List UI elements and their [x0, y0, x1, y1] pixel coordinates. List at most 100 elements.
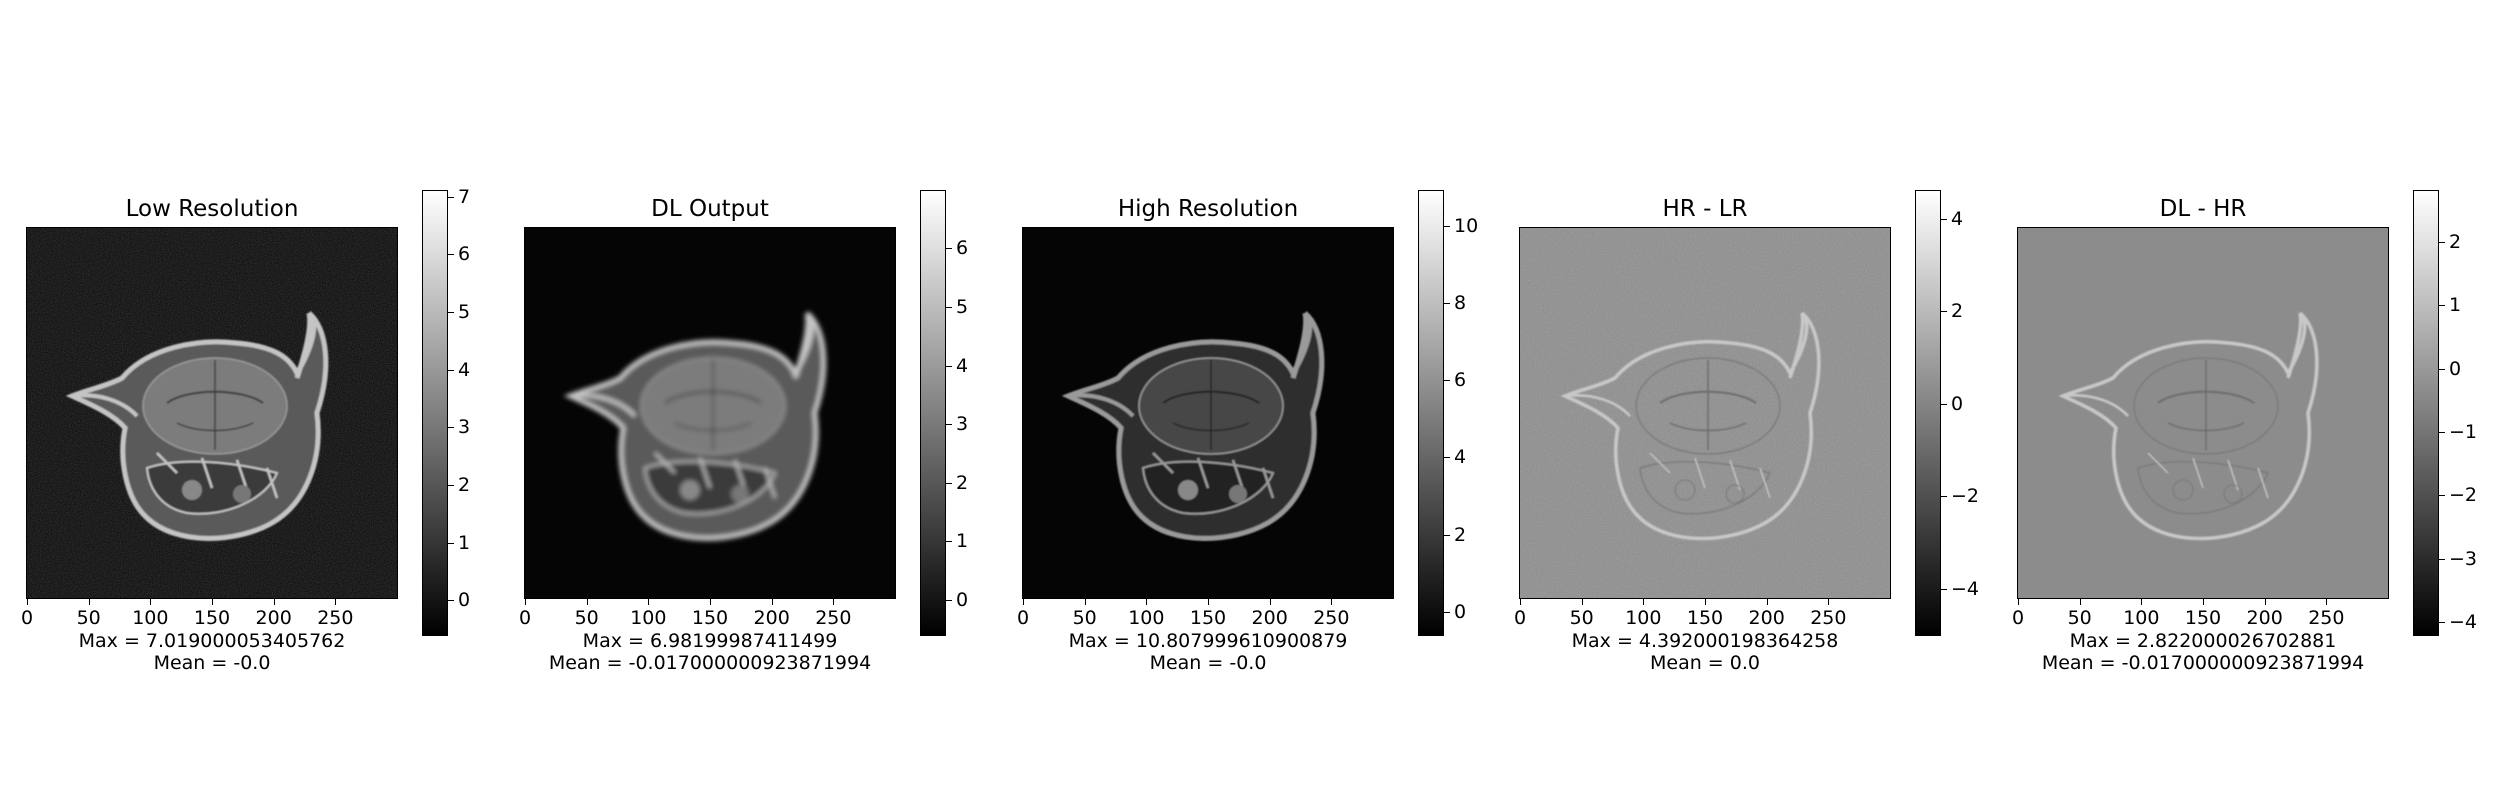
colorbar-tick-label: 1: [458, 532, 470, 554]
x-tick: [1705, 598, 1706, 605]
colorbar-tick-label: 2: [956, 472, 968, 494]
colorbar-ticks: −4 −2 0 2 4: [1940, 190, 2000, 636]
colorbar-tick: [945, 483, 952, 484]
x-tick-label: 100: [630, 607, 666, 629]
x-tick-label: 200: [2247, 607, 2283, 629]
x-tick-label: 0: [2012, 607, 2024, 629]
colorbar-tick-label: −1: [2449, 421, 2477, 443]
colorbar-tick-label: 2: [1454, 524, 1466, 546]
image-axes: [1022, 227, 1394, 599]
x-tick: [1582, 598, 1583, 605]
x-tick: [1146, 598, 1147, 605]
max-value: Max = 4.392000198364258: [1519, 630, 1891, 652]
image-panel: DL Output 0 50 100 150 200 250 Max = 6.98199987…: [524, 0, 1024, 800]
x-axis: 0 50 100 150 200 250: [26, 598, 398, 634]
x-tick: [1767, 598, 1768, 605]
colorbar-tick: [1443, 380, 1450, 381]
colorbar-tick-label: −2: [2449, 484, 2477, 506]
colorbar-tick-label: 0: [1454, 601, 1466, 623]
x-tick-label: 250: [1810, 607, 1846, 629]
x-tick: [1331, 598, 1332, 605]
colorbar-tick: [2438, 559, 2445, 560]
colorbar-ticks: 0 1 2 3 4 5 6: [945, 190, 1005, 636]
colorbar-tick: [945, 366, 952, 367]
x-tick-label: 50: [2068, 607, 2092, 629]
x-tick-label: 0: [1514, 607, 1526, 629]
image-panel: DL - HR 0 50 100 150 200 250 Max = 2.8220000267…: [2017, 0, 2500, 800]
colorbar-tick-label: 1: [2449, 294, 2461, 316]
x-tick-label: 250: [317, 607, 353, 629]
image-panel: Low Resolution 0 50 100 150 200 250 Max = 7.019…: [26, 0, 526, 800]
colorbar-tick: [1940, 311, 1947, 312]
panel-title: DL - HR: [2017, 196, 2389, 222]
colorbar-tick-label: 6: [1454, 369, 1466, 391]
x-tick: [1643, 598, 1644, 605]
mean-value: Mean = -0.0: [26, 652, 398, 674]
colorbar-tick: [2438, 495, 2445, 496]
x-tick-label: 50: [1570, 607, 1594, 629]
max-value: Max = 10.807999610900879: [1022, 630, 1394, 652]
colorbar-tick: [2438, 305, 2445, 306]
x-axis: 0 50 100 150 200 250: [524, 598, 896, 634]
colorbar-tick-label: −3: [2449, 548, 2477, 570]
x-tick-label: 200: [1749, 607, 1785, 629]
image-axes: [2017, 227, 2389, 599]
colorbar-tick: [447, 427, 454, 428]
colorbar-tick-label: −2: [1951, 485, 1979, 507]
x-tick: [1520, 598, 1521, 605]
colorbar-tick: [945, 600, 952, 601]
x-tick: [587, 598, 588, 605]
colorbar-tick: [447, 370, 454, 371]
colorbar: [920, 190, 946, 636]
panel-title: Low Resolution: [26, 196, 398, 222]
x-tick-label: 0: [21, 607, 33, 629]
colorbar-tick: [1940, 219, 1947, 220]
mri-slice: [27, 228, 397, 598]
x-tick-label: 50: [1073, 607, 1097, 629]
x-tick-label: 150: [194, 607, 230, 629]
colorbar-tick: [2438, 242, 2445, 243]
x-tick-label: 100: [132, 607, 168, 629]
x-tick: [1085, 598, 1086, 605]
x-tick: [2326, 598, 2327, 605]
colorbar-tick-label: 4: [1951, 208, 1963, 230]
colorbar-tick: [447, 600, 454, 601]
x-tick: [2141, 598, 2142, 605]
x-tick: [648, 598, 649, 605]
x-tick-label: 0: [519, 607, 531, 629]
colorbar: [422, 190, 448, 636]
colorbar-tick: [447, 485, 454, 486]
x-axis: 0 50 100 150 200 250: [1022, 598, 1394, 634]
colorbar-tick-label: 4: [1454, 446, 1466, 468]
mri-slice: [2018, 228, 2388, 598]
colorbar-tick-label: 0: [2449, 358, 2461, 380]
x-tick-label: 150: [1190, 607, 1226, 629]
colorbar-tick: [945, 424, 952, 425]
colorbar-tick-label: 0: [956, 589, 968, 611]
x-tick: [27, 598, 28, 605]
colorbar-tick: [2438, 369, 2445, 370]
x-tick-label: 200: [256, 607, 292, 629]
max-value: Max = 7.019000053405762: [26, 630, 398, 652]
colorbar-tick: [945, 541, 952, 542]
x-tick: [212, 598, 213, 605]
mean-value: Mean = -0.017000000923871994: [2017, 652, 2389, 674]
colorbar-tick-label: 0: [458, 589, 470, 611]
x-tick: [525, 598, 526, 605]
x-tick: [274, 598, 275, 605]
x-tick-label: 150: [2185, 607, 2221, 629]
image-axes: [1519, 227, 1891, 599]
x-tick-label: 250: [2308, 607, 2344, 629]
x-tick-label: 100: [2123, 607, 2159, 629]
mri-slice: [525, 228, 895, 598]
colorbar-tick: [2438, 622, 2445, 623]
x-tick: [2203, 598, 2204, 605]
x-tick-label: 100: [1625, 607, 1661, 629]
max-value: Max = 2.822000026702881: [2017, 630, 2389, 652]
colorbar-tick: [1940, 589, 1947, 590]
x-tick: [2265, 598, 2266, 605]
colorbar-tick: [1443, 612, 1450, 613]
colorbar-tick-label: 6: [956, 237, 968, 259]
panel-title: DL Output: [524, 196, 896, 222]
x-tick: [1023, 598, 1024, 605]
